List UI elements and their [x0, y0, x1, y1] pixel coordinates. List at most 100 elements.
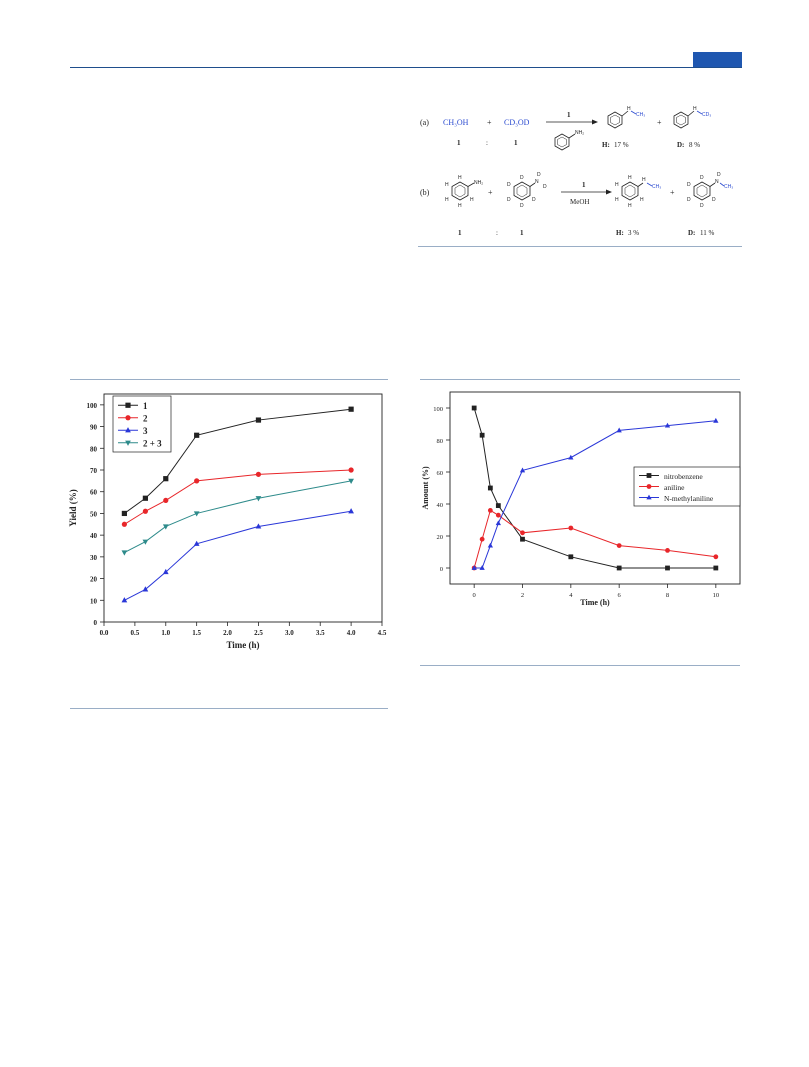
scheme-b-d-atom: D: [687, 197, 691, 203]
data-point: [471, 405, 477, 411]
scheme-a-product-h: H CH₃: [607, 106, 645, 129]
scheme-b-aniline-h: H H H H H NH₂: [445, 175, 483, 209]
scheme-b-d-atom: D: [507, 197, 511, 203]
scheme-b-d-atom: D: [712, 197, 716, 203]
x-tick-label: 1.5: [192, 629, 201, 637]
scheme-b-plus2: +: [670, 188, 675, 197]
scheme-b-d-atom: D: [717, 172, 721, 178]
scheme-b-d-atom: D: [700, 175, 704, 181]
data-point: [193, 540, 200, 546]
scheme-a-aniline-nh2: NH₂: [575, 130, 584, 136]
scheme-b-d-atom: D: [537, 172, 541, 178]
data-point: [713, 554, 719, 560]
scheme-b-catalyst: 1: [582, 181, 586, 189]
series-nitrobenzene: [471, 405, 719, 571]
x-tick-label: 0: [473, 592, 476, 599]
data-point: [121, 550, 128, 556]
legend-marker: [646, 473, 652, 478]
series-2: [121, 467, 354, 527]
legend-box: [112, 395, 172, 453]
series-2-3: [121, 478, 354, 556]
scheme-b-h-atom: H: [628, 203, 632, 209]
x-tick-label: 3.5: [316, 629, 325, 637]
scheme-b-ratio-sep: :: [496, 229, 498, 237]
legend-label: 2 + 3: [143, 438, 162, 448]
scheme-b-h-atom: H: [640, 197, 644, 203]
data-point: [121, 510, 127, 517]
x-tick-label: 2.0: [223, 629, 232, 637]
data-point: [487, 542, 493, 548]
data-point: [348, 478, 354, 484]
scheme-b-d-atom: D: [520, 203, 524, 209]
scheme-b-ratio2: 1: [520, 229, 524, 237]
scheme-a-product-d: H CD₃: [673, 106, 711, 129]
legend: nitrobenzene aniline N-methylaniline: [633, 466, 741, 507]
legend-label: aniline: [664, 483, 685, 492]
legend-marker: [125, 427, 131, 433]
scheme-b-product-h-label: H:: [616, 229, 624, 237]
scheme-a-arrow: [546, 119, 598, 125]
legend-marker: [646, 494, 652, 500]
scheme-b-arrow: [561, 189, 612, 195]
amount-chart: 0 2 4 6 8 10 0 20 40 60 80 100 Time (h) Amount (%) nit…: [418, 388, 748, 613]
data-point: [255, 523, 262, 529]
x-tick-label: 3.0: [285, 629, 294, 637]
scheme-a-product-d-label: D:: [677, 141, 684, 149]
scheme-b-h-atom: H: [458, 203, 462, 209]
legend-marker: [125, 402, 131, 408]
scheme-b-h-atom: H: [458, 175, 462, 181]
plot-frame: [103, 393, 383, 623]
data-point: [194, 478, 200, 484]
x-tick-label: 6: [618, 592, 622, 599]
data-point: [495, 503, 501, 508]
scheme-b-h-atom: H: [470, 197, 474, 203]
data-point: [142, 586, 149, 592]
scheme-b-h-atom: H: [445, 197, 449, 203]
x-axis-label: Time (h): [226, 640, 259, 650]
legend-label: N-methylaniline: [664, 494, 714, 503]
data-point: [665, 548, 670, 553]
data-point: [616, 543, 622, 548]
data-point: [471, 565, 477, 570]
scheme-b-ratio1: 1: [458, 229, 462, 237]
y-tick-label: 0: [440, 566, 443, 573]
header-rule: [70, 67, 742, 68]
data-point: [194, 432, 200, 438]
series-line: [124, 469, 352, 525]
scheme-a-ratio2: 1: [514, 139, 518, 147]
legend-marker: [125, 440, 131, 446]
y-tick-label: 80: [437, 438, 444, 445]
data-point: [616, 565, 622, 571]
scheme-b-product-d-ch3: CH₃: [724, 184, 733, 190]
legend: 1 2 3 2 + 3: [112, 395, 172, 453]
series-line: [124, 408, 352, 514]
data-point: [121, 597, 128, 603]
scheme-b-product-h-yield: 3 %: [628, 229, 639, 237]
x-tick-label: 4: [569, 592, 573, 599]
data-point: [479, 565, 485, 570]
data-point: [713, 417, 719, 423]
data-point: [142, 508, 148, 514]
scheme-b-d-atom: D: [532, 197, 536, 203]
y-tick-label: 90: [90, 424, 98, 432]
yield-chart-svg: 0.0 0.5 1.0 1.5 2.0 2.5 3.0 3.5 4.0 4.5 0 10 20 30 40 5…: [68, 393, 387, 650]
right-figure-top-rule: [420, 379, 740, 380]
y-tick-label: 100: [433, 406, 443, 413]
data-point: [255, 471, 262, 477]
data-point: [163, 476, 169, 482]
scheme-bottom-rule: [418, 246, 742, 247]
left-figure-top-rule: [70, 379, 388, 380]
data-point: [713, 565, 719, 571]
scheme-b-plus: +: [488, 188, 493, 197]
data-point: [495, 512, 501, 518]
scheme-a-product-d-yield: 8 %: [689, 141, 700, 149]
series-aniline: [471, 508, 719, 571]
data-point: [348, 467, 354, 473]
data-point: [121, 521, 127, 527]
series-line: [124, 510, 352, 601]
svg-text:N: N: [535, 179, 539, 185]
y-tick-label: 100: [87, 402, 98, 410]
scheme-b-product-h-ch3: CH₃: [652, 184, 661, 190]
y-tick-label: 60: [90, 489, 98, 497]
